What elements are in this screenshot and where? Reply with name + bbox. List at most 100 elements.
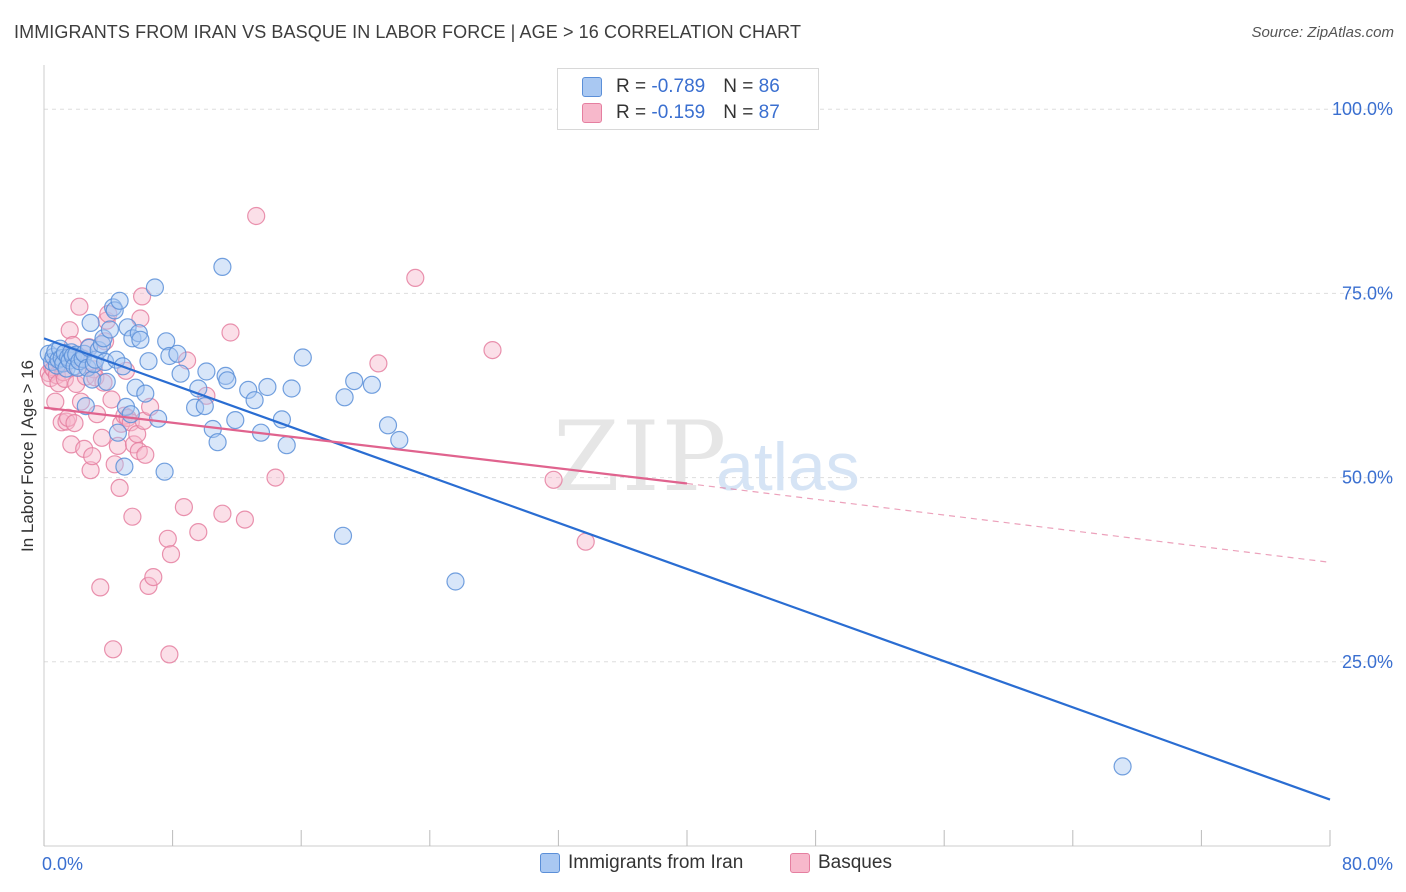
basque-trend-extension bbox=[686, 482, 1331, 563]
legend-n-value-basque: 87 bbox=[758, 102, 780, 123]
iran-point bbox=[1113, 757, 1132, 776]
grid-lines bbox=[44, 108, 1392, 663]
basque-point bbox=[247, 206, 266, 226]
basque-point bbox=[174, 498, 193, 517]
legend-r-label: R = bbox=[616, 102, 652, 123]
basque-point bbox=[92, 428, 112, 447]
iran-point bbox=[129, 324, 148, 343]
iran-point bbox=[333, 526, 353, 545]
iran-point bbox=[208, 433, 227, 452]
iran-point bbox=[118, 318, 137, 337]
basque-point bbox=[213, 504, 232, 523]
basque-point bbox=[544, 470, 563, 489]
iran-point bbox=[110, 291, 129, 310]
iran-point bbox=[272, 410, 291, 429]
basque-point bbox=[91, 578, 110, 597]
y-axis-label: In Labor Force | Age > 16 bbox=[18, 359, 37, 553]
iran-point bbox=[105, 301, 124, 320]
iran-point bbox=[362, 375, 381, 394]
tick-labels: 25.0% 50.0% 75.0% 100.0% 0.0% 80.0% bbox=[42, 99, 1393, 874]
basque-point bbox=[369, 354, 388, 373]
basque-point bbox=[131, 309, 150, 328]
iran-point bbox=[171, 364, 190, 383]
legend-label-iran: Immigrants from Iran bbox=[568, 852, 744, 873]
iran-point bbox=[239, 380, 258, 399]
iran-point bbox=[446, 572, 465, 591]
basque-point bbox=[483, 341, 502, 360]
iran-point bbox=[258, 377, 277, 397]
series-legend: Immigrants from Iran Basques bbox=[0, 852, 1406, 878]
trend-lines bbox=[43, 337, 1331, 801]
basque-point bbox=[65, 414, 84, 433]
legend-item-basque[interactable]: Basques bbox=[790, 852, 892, 874]
iran-point bbox=[157, 332, 176, 351]
iran-point bbox=[139, 352, 158, 371]
y-tick-label: 100.0% bbox=[1332, 99, 1393, 119]
basque-point bbox=[136, 445, 155, 464]
iran-point bbox=[282, 379, 301, 398]
iran-point bbox=[335, 388, 354, 407]
iran-point bbox=[155, 462, 174, 481]
basque-point bbox=[102, 390, 121, 409]
basque-point bbox=[160, 645, 179, 664]
iran-point bbox=[103, 298, 123, 317]
y-tick-label: 50.0% bbox=[1342, 468, 1393, 488]
basque-point bbox=[189, 522, 208, 542]
legend-r-value-iran: -0.789 bbox=[651, 76, 706, 97]
iran-point bbox=[131, 330, 150, 349]
iran-point bbox=[145, 278, 164, 297]
iran-points bbox=[39, 257, 1132, 776]
watermark-zip: ZIP bbox=[553, 401, 728, 513]
source-label: Source: ZipAtlas.com bbox=[1251, 24, 1394, 41]
legend-n-label: N = bbox=[723, 102, 759, 123]
iran-point bbox=[126, 378, 145, 397]
iran-point bbox=[245, 391, 264, 410]
iran-point bbox=[390, 430, 409, 450]
legend-item-iran[interactable]: Immigrants from Iran bbox=[540, 852, 743, 874]
legend-r-value-basque: -0.159 bbox=[651, 102, 706, 123]
watermark: ZIP atlas bbox=[553, 401, 860, 513]
iran-point bbox=[108, 423, 128, 442]
iran-point bbox=[107, 350, 126, 369]
iran-point bbox=[76, 397, 95, 416]
basque-point bbox=[161, 545, 181, 564]
iran-point bbox=[136, 384, 155, 403]
basque-point bbox=[266, 468, 285, 487]
basque-point bbox=[221, 323, 240, 342]
iran-point bbox=[100, 320, 120, 339]
iran-point bbox=[149, 409, 168, 428]
basque-point bbox=[83, 447, 102, 466]
y-tick-label: 25.0% bbox=[1342, 652, 1393, 672]
legend-row-iran: R = -0.789 N = 86 bbox=[582, 74, 780, 100]
chart-title: IMMIGRANTS FROM IRAN VS BASQUE IN LABOR … bbox=[14, 22, 802, 42]
iran-point bbox=[378, 416, 398, 435]
iran-point bbox=[293, 348, 312, 367]
iran-trend-line bbox=[43, 337, 1331, 801]
iran-point bbox=[195, 397, 214, 416]
legend-swatch-iran bbox=[540, 853, 560, 873]
iran-point bbox=[168, 344, 187, 363]
iran-point bbox=[97, 372, 116, 391]
iran-point bbox=[277, 436, 296, 455]
basque-point bbox=[235, 510, 254, 529]
iran-point bbox=[213, 257, 232, 276]
legend-r-label: R = bbox=[616, 76, 652, 97]
iran-point bbox=[81, 313, 100, 332]
basque-point bbox=[46, 392, 65, 411]
iran-point bbox=[226, 411, 245, 430]
iran-point bbox=[121, 405, 140, 424]
x-tick-label-max: 80.0% bbox=[1342, 854, 1393, 874]
basque-point bbox=[60, 321, 79, 340]
watermark-atlas: atlas bbox=[716, 429, 860, 505]
basque-point bbox=[81, 461, 100, 480]
axes bbox=[43, 65, 1331, 847]
x-tick-label-min: 0.0% bbox=[42, 854, 83, 874]
basque-point bbox=[108, 436, 128, 455]
legend-n-value-iran: 86 bbox=[758, 76, 780, 97]
legend-swatch-basque bbox=[582, 103, 602, 123]
legend-swatch-basque bbox=[790, 853, 810, 873]
legend-row-basque: R = -0.159 N = 87 bbox=[582, 100, 780, 126]
basque-point bbox=[406, 268, 425, 287]
basque-point bbox=[144, 567, 163, 587]
